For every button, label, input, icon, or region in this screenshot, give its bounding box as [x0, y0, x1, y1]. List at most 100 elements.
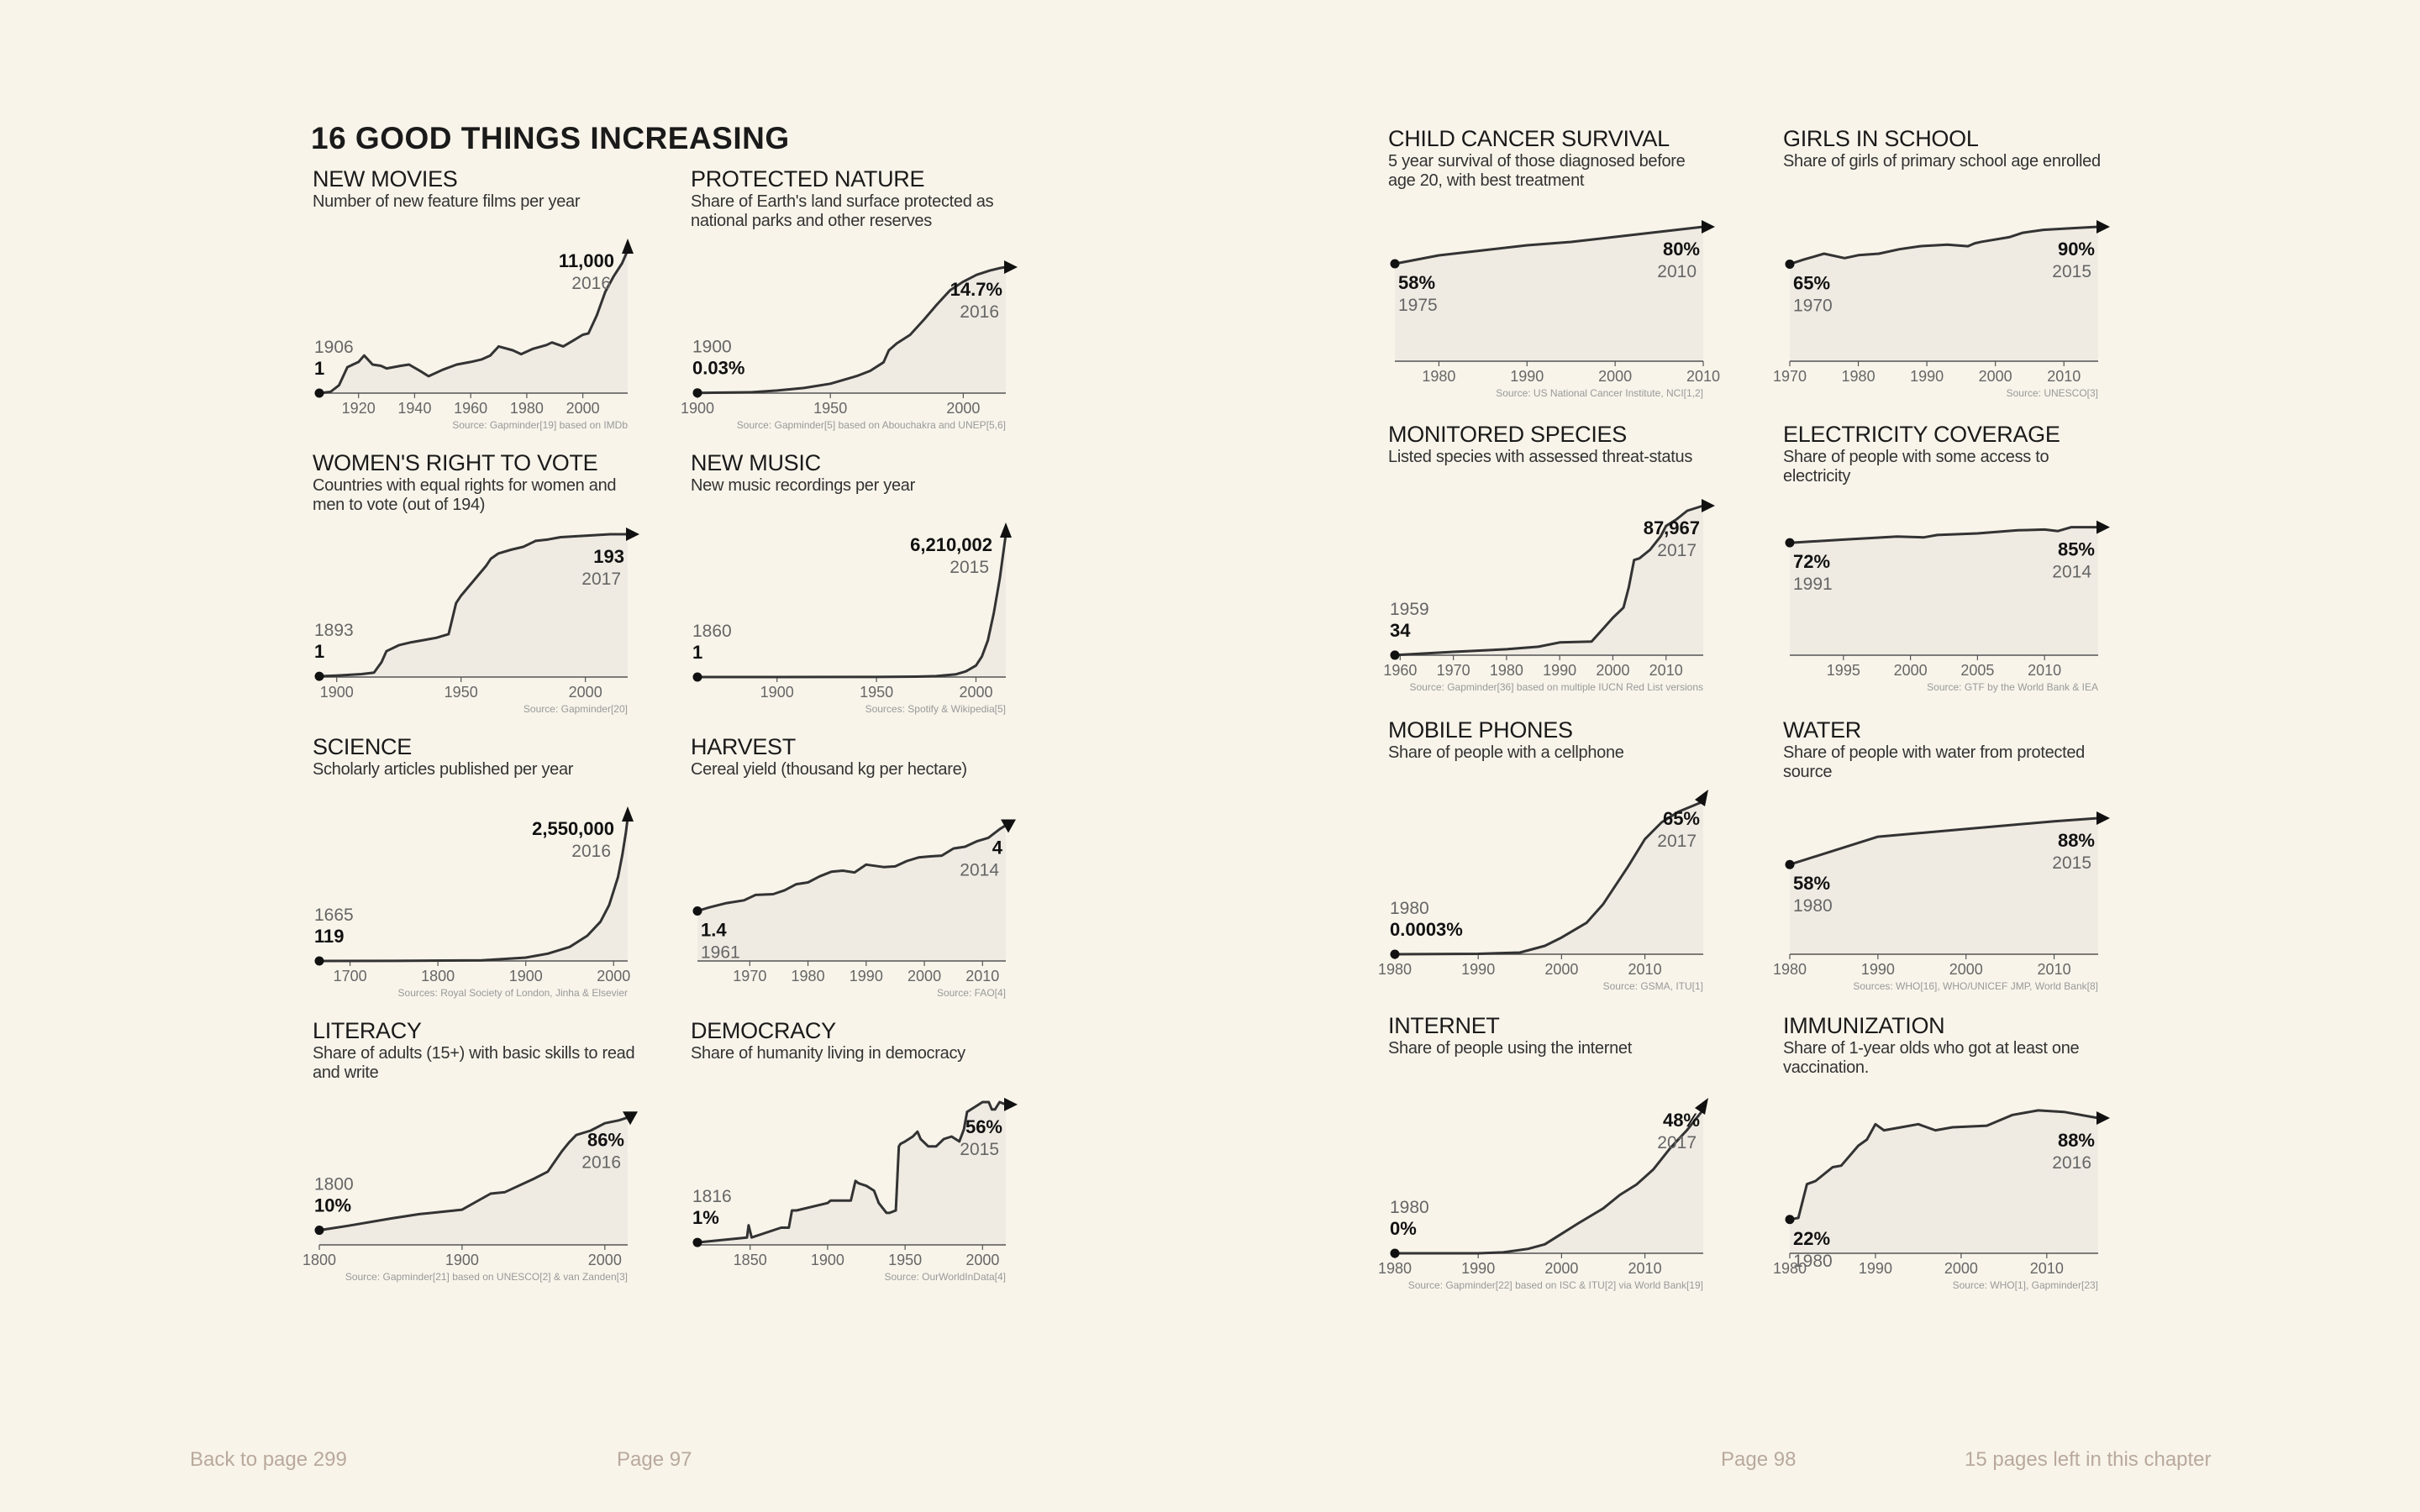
- chart-title: INTERNET: [1388, 1013, 1500, 1038]
- x-tick-label: 1990: [1543, 662, 1576, 679]
- source-note: Source: OurWorldInData[4]: [884, 1271, 1006, 1283]
- start-year-label: 1816: [692, 1187, 732, 1206]
- data-line: [1394, 800, 1704, 956]
- chart-subtitle: Share of humanity living in democracy: [691, 1044, 965, 1063]
- chart-title: IMMUNIZATION: [1783, 1013, 1945, 1038]
- data-line: [1789, 526, 2098, 544]
- x-tick-label: 1980: [792, 968, 825, 984]
- start-value-label: 72%: [1793, 551, 1830, 572]
- x-tick-label: 2000: [1544, 961, 1578, 978]
- end-arrow-icon: [2096, 220, 2110, 234]
- x-tick-label: 1960: [454, 400, 487, 417]
- x-tick-label: 2010: [1686, 368, 1720, 385]
- start-year-label: 1860: [692, 622, 732, 641]
- chart-panel-literacy: LITERACY Share of adults (15+) with basic…: [302, 1018, 640, 1304]
- start-value-label: 0.03%: [692, 358, 744, 379]
- chart-panel-water: WATER Share of people with water from pro…: [1773, 717, 2111, 1003]
- data-line: [1789, 1109, 2099, 1221]
- source-note: Source: FAO[4]: [937, 987, 1006, 999]
- chart-title: DEMOCRACY: [691, 1018, 836, 1043]
- end-year-label: 2017: [1657, 541, 1697, 560]
- end-year-label: 2015: [2052, 853, 2091, 873]
- x-tick-label: 1995: [1827, 662, 1860, 679]
- end-arrow-icon: [1695, 1098, 1708, 1115]
- page-number-left: Page 97: [617, 1448, 692, 1471]
- page-title: 16 GOOD THINGS INCREASING: [311, 121, 790, 155]
- area-fill: [1395, 506, 1703, 655]
- area-fill: [319, 534, 628, 677]
- source-note: Source: Gapminder[22] based on ISC & ITU…: [1408, 1279, 1703, 1291]
- x-tick-label: 2010: [1649, 662, 1683, 679]
- end-year-label: 2016: [960, 302, 999, 322]
- x-tick-label: 2005: [1960, 662, 1994, 679]
- area-fill: [697, 267, 1006, 393]
- area-fill: [319, 1117, 628, 1245]
- chart-panel-democracy: DEMOCRACY Share of humanity living in dem…: [691, 1018, 1018, 1304]
- end-value-label: 6,210,002: [910, 534, 992, 555]
- start-point: [692, 906, 702, 916]
- end-arrow-icon: [626, 528, 639, 541]
- x-tick-label: 2000: [959, 684, 992, 701]
- chart-subtitle: Number of new feature films per year: [313, 192, 581, 211]
- end-value-label: 2,550,000: [532, 818, 614, 839]
- chart-subtitle: New music recordings per year: [691, 476, 915, 495]
- data-line: [1789, 816, 2099, 866]
- end-arrow-icon: [1001, 819, 1016, 833]
- start-point: [1785, 1215, 1795, 1225]
- data-line: [1394, 504, 1704, 657]
- end-arrow-icon: [1004, 1097, 1018, 1111]
- chart-subtitle: Share of people with water from protecte…: [1783, 743, 2086, 781]
- end-value-label: 65%: [1663, 808, 1700, 829]
- end-value-label: 56%: [965, 1116, 1002, 1137]
- back-to-page-link[interactable]: Back to page 299: [190, 1448, 347, 1471]
- start-year-label: 1959: [1390, 600, 1429, 619]
- chart-panel-science: SCIENCE Scholarly articles published per …: [313, 734, 640, 1020]
- end-value-label: 193: [593, 546, 624, 567]
- end-value-label: 80%: [1663, 239, 1700, 260]
- x-tick-label: 2010: [1628, 961, 1662, 978]
- start-year-label: 1980: [1793, 1252, 1833, 1271]
- end-arrow-icon: [1702, 220, 1715, 234]
- x-tick-label: 2000: [566, 400, 600, 417]
- end-arrow-icon: [1000, 522, 1012, 538]
- area-fill: [1395, 801, 1703, 954]
- x-tick-label: 1980: [1422, 368, 1455, 385]
- end-year-label: 2016: [581, 1152, 621, 1172]
- end-arrow-icon: [622, 239, 634, 254]
- area-fill: [1395, 1110, 1703, 1253]
- x-tick-label: 1950: [813, 400, 847, 417]
- chart-title: NEW MUSIC: [691, 450, 821, 475]
- chart-subtitle: Share of adults (15+) with basic skills …: [313, 1044, 635, 1082]
- x-tick-label: 2000: [588, 1252, 622, 1268]
- data-line: [697, 265, 1007, 395]
- chart-title: CHILD CANCER SURVIVAL: [1388, 126, 1670, 151]
- chart-panel-womens-vote: WOMEN'S RIGHT TO VOTE Countries with equa…: [313, 450, 640, 736]
- chart-subtitle: 5 year survival of those diagnosed befor…: [1388, 152, 1686, 190]
- end-year-label: 2017: [1657, 1133, 1697, 1152]
- chart-title: MONITORED SPECIES: [1388, 422, 1627, 447]
- x-tick-label: 1980: [1490, 662, 1523, 679]
- end-year-label: 2016: [2052, 1153, 2091, 1173]
- end-year-label: 2010: [1657, 262, 1697, 281]
- chart-panel-new-movies: NEW MOVIES Number of new feature films pe…: [313, 166, 640, 452]
- start-point: [1390, 650, 1400, 660]
- source-note: Source: WHO[1], Gapminder[23]: [1953, 1279, 2098, 1291]
- chart-subtitle: Share of 1-year olds who got at least on…: [1783, 1039, 2080, 1077]
- start-year-label: 1961: [701, 943, 740, 963]
- end-value-label: 85%: [2058, 539, 2095, 560]
- x-tick-label: 1950: [860, 684, 893, 701]
- chart-svg-immunization: 1980 1990 2000 2010 1980 22% 88%2016 Source: WH…: [1773, 1109, 2110, 1291]
- x-tick-label: 2000: [1596, 662, 1629, 679]
- x-tick-label: 2000: [908, 968, 941, 984]
- end-year-label: 2016: [571, 842, 611, 861]
- x-tick-label: 2000: [1949, 961, 1983, 978]
- source-note: Source: Gapminder[19] based on IMDb: [452, 419, 628, 431]
- start-year-label: 1800: [314, 1175, 354, 1194]
- start-value-label: 1: [314, 641, 324, 662]
- chart-title: MOBILE PHONES: [1388, 717, 1573, 743]
